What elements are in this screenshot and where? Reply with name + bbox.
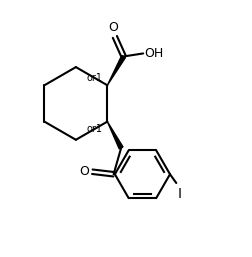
Text: or1: or1 [87,73,103,83]
Text: O: O [109,21,118,34]
Text: I: I [177,187,181,201]
Text: O: O [79,165,89,178]
Polygon shape [107,122,123,149]
Text: or1: or1 [87,124,103,134]
Text: OH: OH [144,47,163,60]
Polygon shape [107,56,125,85]
